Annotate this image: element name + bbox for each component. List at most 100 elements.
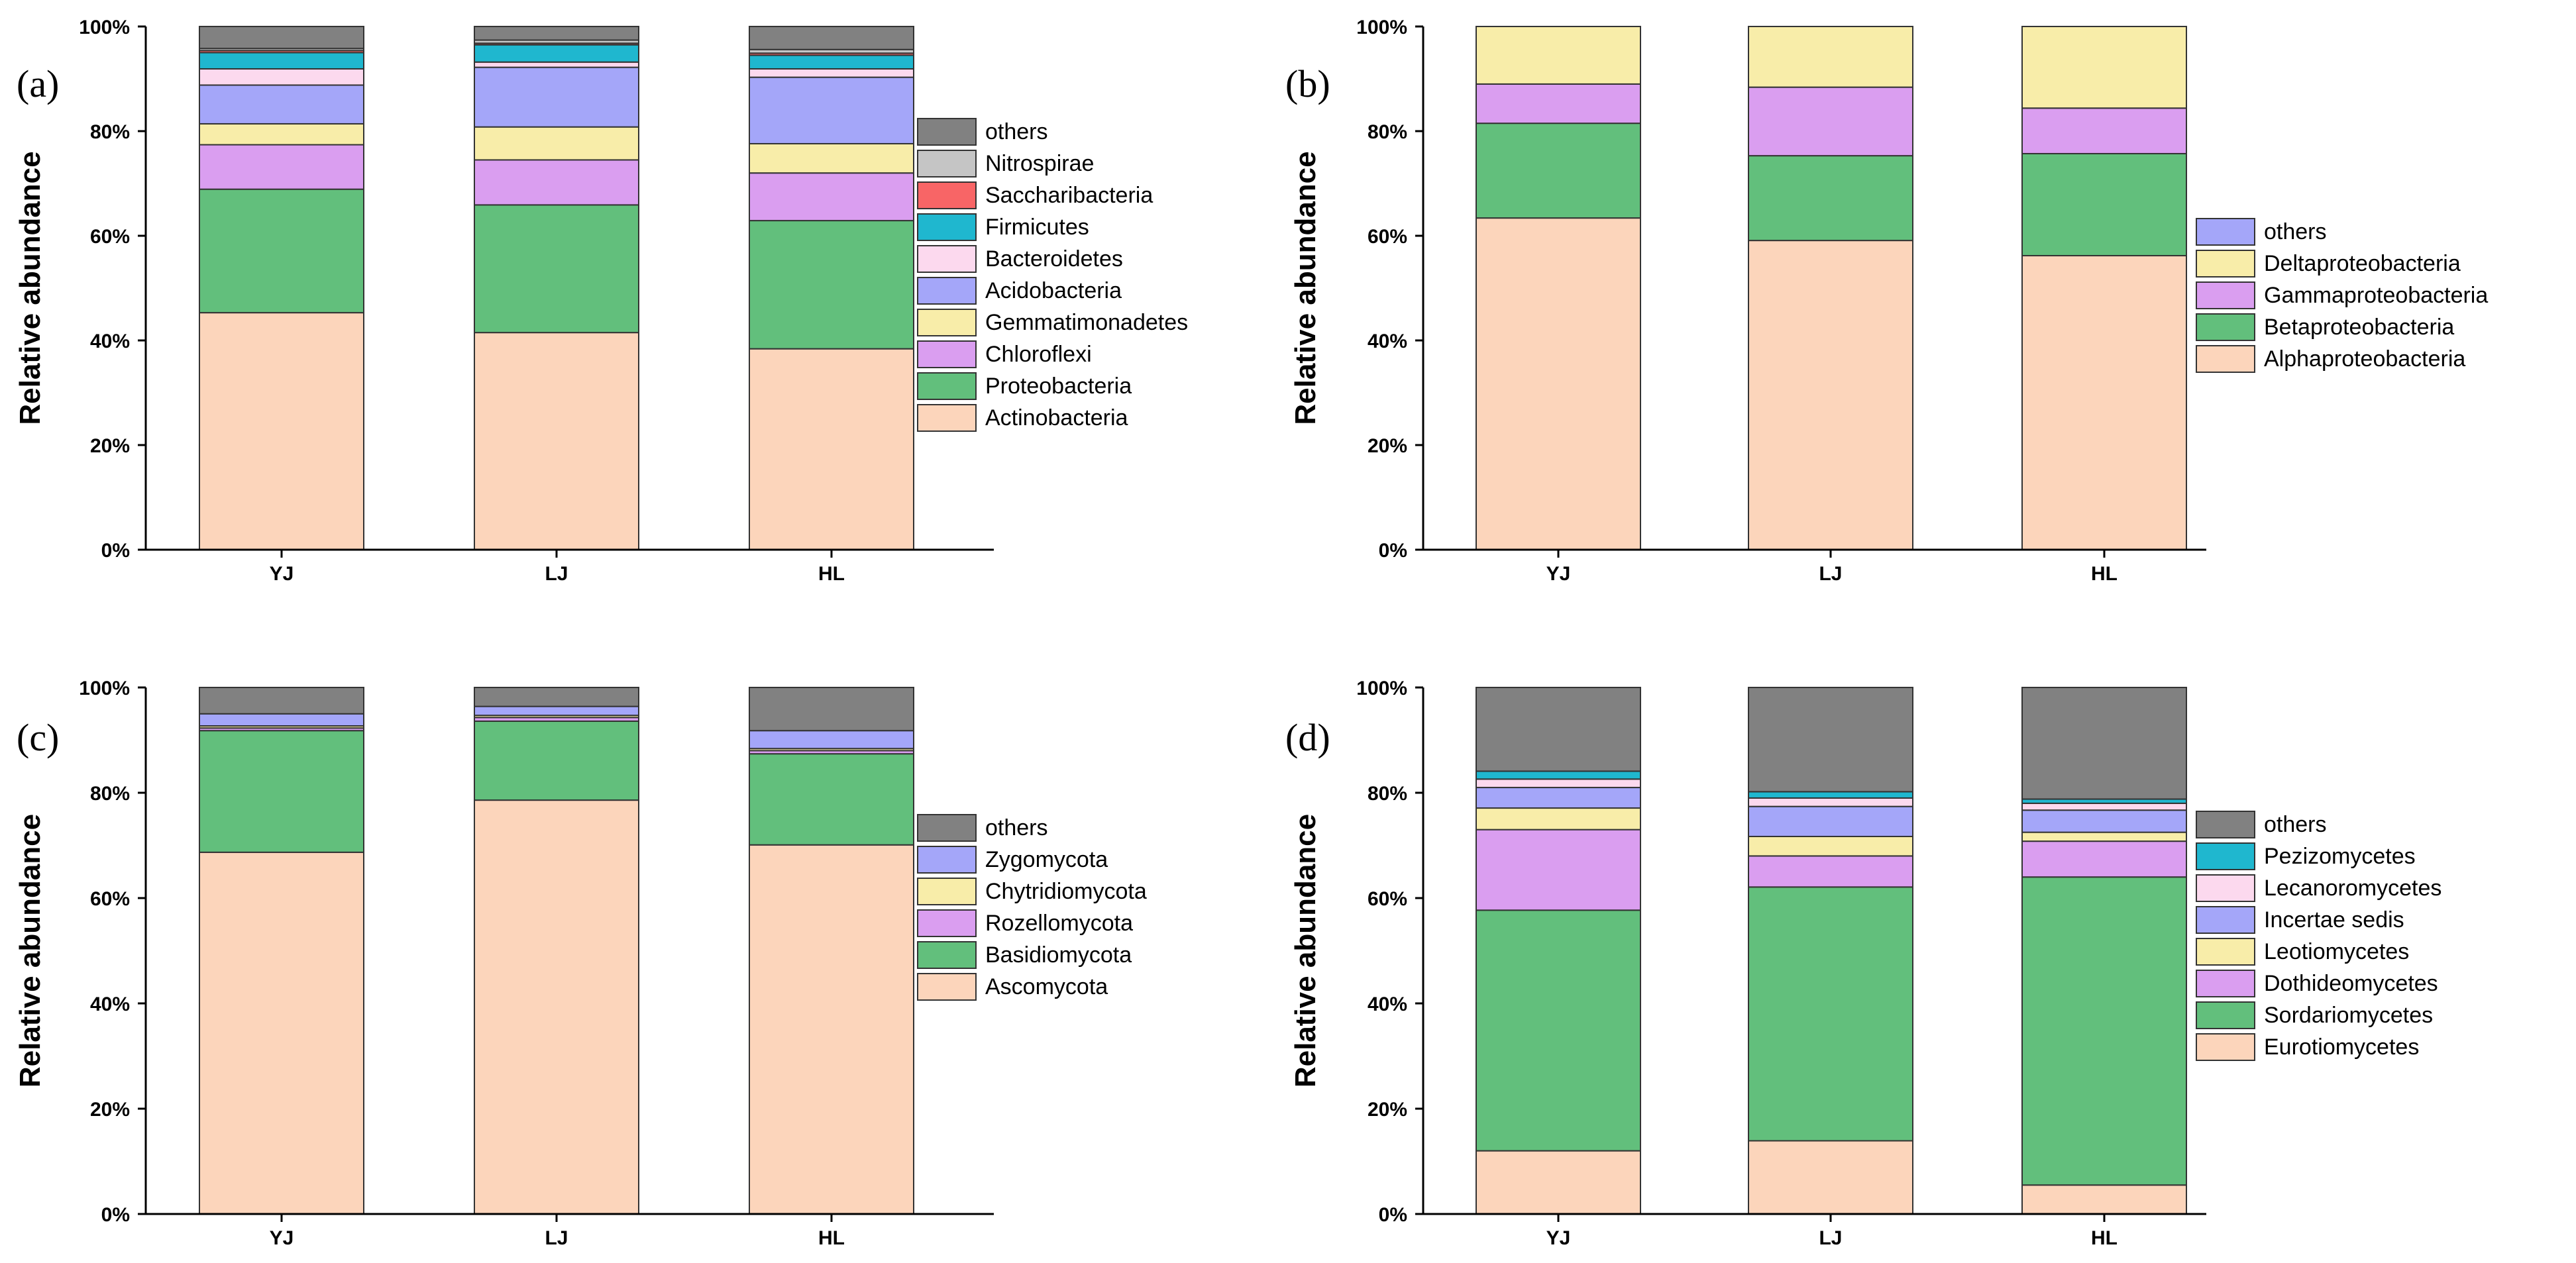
y-tick-label: 0% [101,540,130,562]
y-tick-label: 20% [1368,435,1407,457]
bar-segment-yj-alphaproteobacteria [1476,217,1641,550]
y-tick-label: 60% [90,226,130,248]
legend-entry: Rozellomycota [985,911,1133,936]
bar-segment-hl-incertae-sedis [2021,809,2187,833]
y-tick-label: 20% [1368,1099,1407,1121]
legend-entry: Bacteroidetes [985,246,1123,272]
y-tick-label: 60% [1368,226,1407,248]
legend-swatch [917,941,977,969]
x-tick-label: HL [2091,1227,2118,1249]
legend-swatch [2196,281,2255,309]
bar-segment-yj-actinobacteria [199,312,364,550]
bar-segment-yj-zygomycota [199,713,364,727]
legend-swatch [2196,218,2255,246]
x-tick-label: YJ [270,563,294,585]
legend: others Nitrospirae Saccharibacteria Firmicu… [917,118,1188,432]
bar-segment-hl-acidobacteria [749,76,914,144]
legend-swatch [917,878,977,905]
bar-segment-yj-ascomycota [199,851,364,1215]
legend-swatch [2196,313,2255,341]
legend-swatch [2196,906,2255,934]
legend-swatch [917,181,977,209]
bar-segment-hl-bacteroidetes [749,68,914,78]
bar-segment-hl-gemmatimonadetes [749,142,914,174]
bar-segment-yj-lecanoromycetes [1476,778,1641,789]
bar-segment-yj-betaproteobacteria [1476,123,1641,219]
legend-swatch [917,973,977,1001]
y-tick-label: 100% [1356,678,1407,699]
legend-entry: Sordariomycetes [2264,1003,2433,1028]
legend-swatch [917,404,977,432]
legend-swatch [917,309,977,336]
y-axis-title: Relative abundance [14,151,46,425]
bar-segment-hl-firmicutes [749,54,914,70]
bar-segment-yj-firmicutes [199,52,364,70]
legend-entry: Betaproteobacteria [2264,315,2454,340]
bar-segment-lj-eurotiomycetes [1748,1140,1913,1215]
bar-segment-lj-others [1748,687,1913,793]
legend: others Deltaproteobacteria Gammaproteobact… [2196,218,2488,373]
panel-c: (c) Relative abundance YJ LJ HL 0% 20% 40% 60% 80… [14,678,1147,1249]
y-tick-label: 100% [79,17,130,38]
y-tick-label: 80% [90,121,130,143]
legend-entry: Leotiomycetes [2264,939,2409,964]
legend-entry: Dothideomycetes [2264,971,2438,996]
legend-entry: Basidiomycota [985,942,1132,968]
legend-swatch [2196,250,2255,278]
legend-swatch [2196,811,2255,838]
y-tick-label: 20% [90,435,130,457]
y-tick-label: 100% [1356,17,1407,38]
panel-label: (c) [17,716,59,759]
bar-segment-yj-eurotiomycetes [1476,1150,1641,1215]
legend-entry: Eurotiomycetes [2264,1035,2419,1060]
legend-entry: Gemmatimonadetes [985,310,1188,335]
bar-segment-yj-leotiomycetes [1476,807,1641,831]
bar-segment-hl-lecanoromycetes [2021,802,2187,811]
y-axis-title: Relative abundance [1289,814,1322,1087]
bar-segment-yj-incertae-sedis [1476,787,1641,809]
legend-swatch [2196,345,2255,373]
x-tick-label: YJ [270,1227,294,1249]
y-axis-title: Relative abundance [1289,151,1322,425]
bar-segment-yj-chloroflexi [199,144,364,190]
y-axis-title: Relative abundance [14,814,46,1087]
bar-segment-hl-zygomycota [749,730,914,750]
bar-segment-yj-pezizomycetes [1476,770,1641,780]
legend-entry: Saccharibacteria [985,183,1153,208]
legend-swatch [2196,874,2255,902]
bar-segment-lj-incertae-sedis [1748,805,1913,837]
legend-entry: others [985,119,1048,144]
bar-segment-hl-actinobacteria [749,348,914,550]
y-tick-label: 80% [1368,121,1407,143]
legend-entry: Ascomycota [985,974,1108,999]
bar-segment-lj-alphaproteobacteria [1748,240,1913,550]
bar-segment-yj-bacteroidetes [199,68,364,86]
bar-segment-lj-actinobacteria [474,332,639,550]
legend-swatch [917,277,977,305]
bar-segment-lj-betaproteobacteria [1748,155,1913,242]
bar-segment-hl-others [2021,687,2187,800]
y-tick-label: 60% [1368,888,1407,910]
bar-segment-hl-alphaproteobacteria [2021,255,2187,550]
x-tick-label: HL [2091,563,2118,585]
x-tick-label: LJ [545,1227,568,1249]
bar-segment-lj-dothideomycetes [1748,855,1913,888]
x-tick-label: YJ [1546,563,1571,585]
bar-segment-lj-others [474,687,639,707]
bar-segment-hl-dothideomycetes [2021,840,2187,878]
bar-segment-hl-eurotiomycetes [2021,1184,2187,1215]
bar-segment-yj-others [199,26,364,50]
legend-swatch [917,118,977,146]
legend-entry: Gammaproteobacteria [2264,283,2488,308]
legend-entry: Acidobacteria [985,278,1122,303]
y-tick-label: 0% [1379,540,1407,562]
bar-segment-yj-sordariomycetes [1476,909,1641,1152]
y-tick-label: 100% [79,678,130,699]
bar-segment-lj-leotiomycetes [1748,835,1913,857]
legend-entry: Actinobacteria [985,405,1128,430]
legend-swatch [2196,1033,2255,1061]
x-tick-label: HL [818,1227,845,1249]
legend-swatch [2196,938,2255,966]
legend-entry: Incertae sedis [2264,907,2404,933]
bar-segment-lj-gemmatimonadetes [474,126,639,161]
